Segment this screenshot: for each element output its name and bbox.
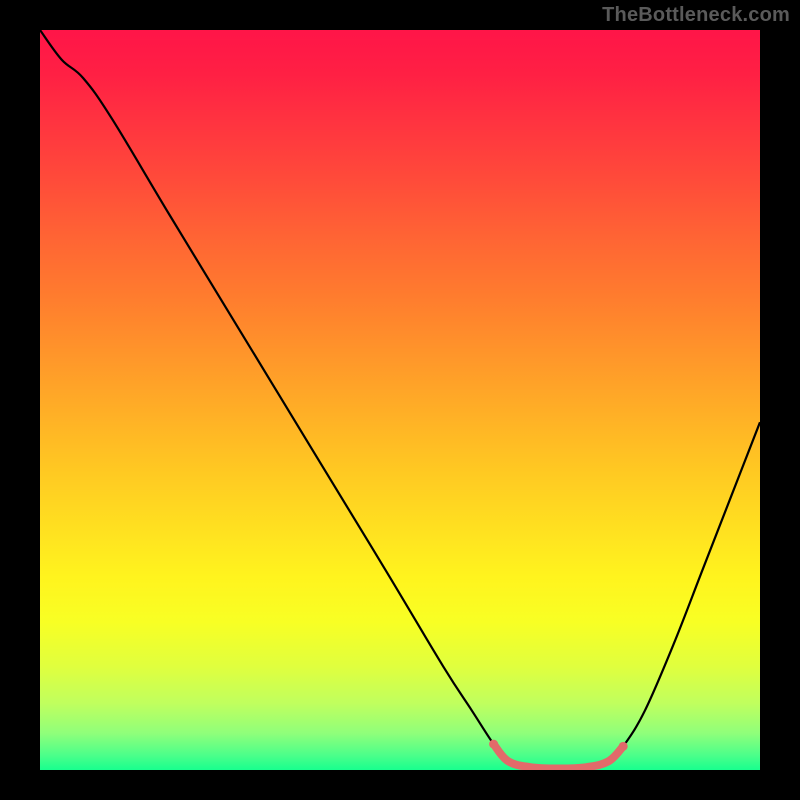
chart-svg [40,30,760,770]
highlight-end-marker [619,742,628,751]
plot-area [40,30,760,770]
watermark-text: TheBottleneck.com [602,4,790,27]
gradient-background [40,30,760,770]
highlight-end-marker [489,740,498,749]
chart-container: TheBottleneck.com [0,0,800,800]
